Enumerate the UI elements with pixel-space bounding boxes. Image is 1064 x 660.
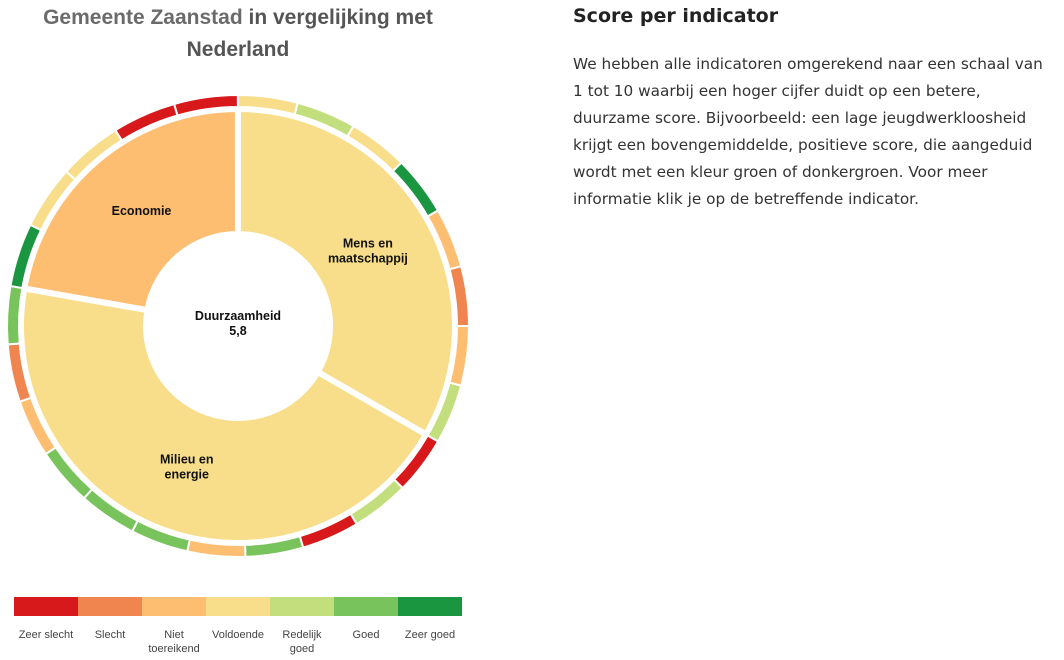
title-line1: in vergelijking met	[242, 6, 433, 29]
indicator-segment[interactable]	[172, 93, 239, 117]
info-line: duurzame score. Bijvoorbeeld: een lage j…	[573, 109, 1027, 127]
legend-label: Zeer slecht	[18, 629, 74, 641]
legend-swatch	[14, 597, 78, 616]
info-line: wordt met een kleur groen of donkergroen…	[573, 163, 988, 181]
legend-label: Slecht	[94, 629, 126, 641]
municipality-name: Gemeente Zaanstad	[43, 6, 243, 29]
score-legend: Zeer slecht Slecht Niet toereikend Voldoend…	[14, 597, 462, 656]
legend-swatch	[142, 597, 206, 616]
center-score: 5,8	[229, 324, 246, 338]
legend-label: Niet toereikend	[148, 629, 200, 655]
info-panel: Score per indicator We hebben alle indic…	[573, 3, 1063, 213]
info-text: We hebben alle indicatoren omgerekend na…	[573, 51, 1063, 213]
legend-swatch	[78, 597, 142, 616]
info-line: informatie klik je op de betreffende ind…	[573, 190, 919, 208]
legend-label: Goed	[352, 629, 380, 641]
legend-swatch	[270, 597, 334, 616]
indicator-segment[interactable]	[6, 284, 24, 346]
legend-label: Voldoende	[212, 629, 264, 641]
center-label: Duurzaamheid	[195, 309, 281, 323]
category-segment-economie[interactable]	[20, 105, 241, 314]
chart-title: Gemeente Zaanstad in vergelijking met Ne…	[0, 2, 476, 66]
title-line2: Nederland	[186, 38, 290, 61]
legend-label: Redelijk goed	[282, 629, 322, 655]
info-line: krijgt een bovengemiddelde, positieve sc…	[573, 136, 1033, 154]
legend-label: Zeer goed	[404, 629, 456, 641]
info-heading: Score per indicator	[573, 5, 779, 27]
legend-color-bar	[14, 597, 462, 616]
info-line: 1 tot 10 waarbij een hoger cijfer duidt …	[573, 82, 981, 100]
legend-swatch	[334, 597, 398, 616]
legend-labels: Zeer slecht Slecht Niet toereikend Voldoend…	[14, 628, 462, 656]
category-segment-mens-en-maatschappij[interactable]	[235, 105, 458, 439]
category-segment-milieu-en-energie[interactable]	[18, 284, 431, 546]
category-label: maatschappij	[328, 251, 408, 265]
category-label: energie	[165, 467, 210, 481]
category-label: Milieu en	[160, 452, 213, 466]
category-label: Mens en	[343, 236, 393, 250]
legend-swatch	[206, 597, 270, 616]
info-line: We hebben alle indicatoren omgerekend na…	[573, 55, 1043, 73]
category-label: Economie	[112, 204, 172, 218]
legend-swatch	[398, 597, 462, 616]
